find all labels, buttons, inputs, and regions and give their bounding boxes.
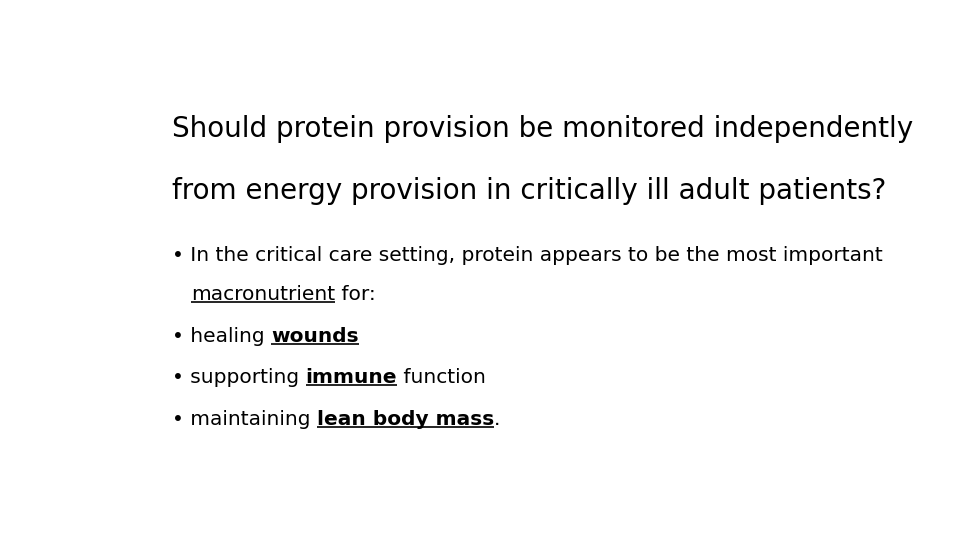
Text: Should protein provision be monitored independently: Should protein provision be monitored in… bbox=[172, 114, 913, 143]
Text: macronutrient: macronutrient bbox=[191, 285, 335, 304]
Text: • In the critical care setting, protein appears to be the most important: • In the critical care setting, protein … bbox=[172, 246, 883, 265]
Text: for:: for: bbox=[335, 285, 375, 304]
Text: • supporting: • supporting bbox=[172, 368, 305, 387]
Text: lean body mass: lean body mass bbox=[317, 410, 494, 429]
Text: from energy provision in critically ill adult patients?: from energy provision in critically ill … bbox=[172, 177, 886, 205]
Text: function: function bbox=[397, 368, 486, 387]
Text: • healing: • healing bbox=[172, 327, 271, 346]
Text: .: . bbox=[494, 410, 500, 429]
Text: wounds: wounds bbox=[271, 327, 359, 346]
Text: • maintaining: • maintaining bbox=[172, 410, 317, 429]
Text: immune: immune bbox=[305, 368, 397, 387]
